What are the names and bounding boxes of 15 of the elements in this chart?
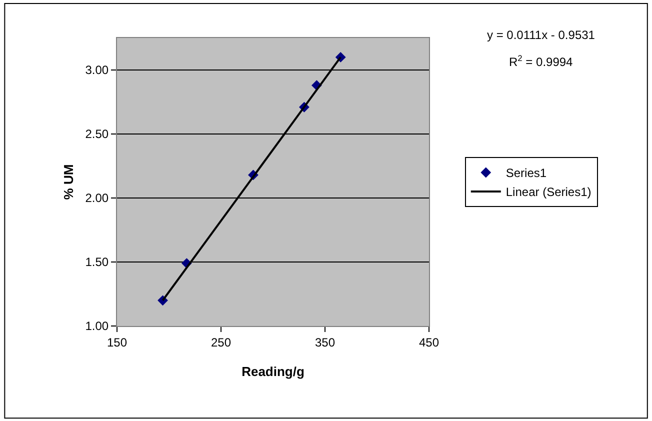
y-tick-label: 2.00 — [85, 191, 109, 206]
text: R$^{2}$ = 0.9994 — [509, 53, 574, 70]
y-tick-label: 2.50 — [85, 127, 109, 142]
x-tick-label: 450 — [418, 335, 440, 350]
y-tick-label: 1.50 — [85, 255, 109, 270]
y-tick-label: 1.00 — [85, 319, 109, 334]
legend-label: Series1 — [506, 166, 547, 180]
x-tick-label: 150 — [106, 335, 128, 350]
x-axis-title: Reading/g — [242, 364, 304, 379]
text: y = 0.0111x - 0.9531 — [487, 28, 596, 42]
y-tick-label: 3.00 — [85, 63, 109, 78]
x-tick-label: 350 — [314, 335, 336, 350]
legend-label: Linear (Series1) — [506, 185, 592, 200]
x-tick-label: 250 — [210, 335, 232, 350]
y-axis-title: % UM — [61, 164, 76, 200]
